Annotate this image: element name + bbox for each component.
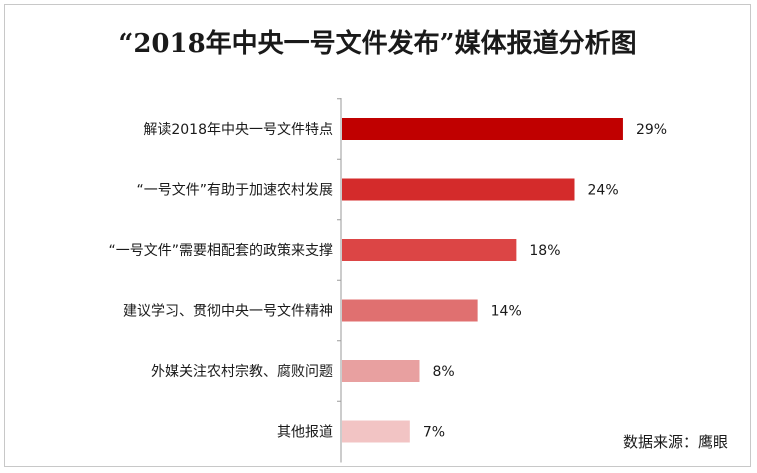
value-label: 29% (636, 122, 667, 138)
category-label: “一号文件”有助于加速农村发展 (136, 183, 333, 199)
bar (342, 118, 623, 140)
category-label: 建议学习、贯彻中央一号文件精神 (123, 304, 333, 320)
bar (342, 178, 575, 201)
category-label: 外媒关注农村宗教、腐败问题 (151, 363, 333, 380)
bar (342, 420, 410, 443)
chart-title: “2018年中央一号文件发布”媒体报道分析图 (118, 29, 637, 59)
bar-chart: 解读2018年中央一号文件特点 29% “一号文件”有助于加速农村发展 24% “一号文… (108, 98, 667, 463)
bar (342, 239, 517, 261)
bars-group: 解读2018年中央一号文件特点 29% “一号文件”有助于加速农村发展 24% “一号文… (108, 98, 667, 443)
value-label: 8% (433, 364, 455, 380)
chart-frame: “2018年中央一号文件发布”媒体报道分析图 解读2018年中央一号文件特点 29… (4, 4, 751, 467)
category-label: 解读2018年中央一号文件特点 (143, 121, 333, 138)
bar (342, 299, 478, 322)
source-note: 数据来源：鹰眼 (622, 433, 728, 451)
value-label: 18% (529, 243, 560, 259)
category-label: “一号文件”需要相配套的政策来支撑 (108, 242, 333, 259)
value-label: 7% (423, 425, 445, 441)
category-label: 其他报道 (277, 425, 333, 441)
value-label: 24% (588, 183, 619, 199)
value-label: 14% (491, 304, 522, 320)
bar (342, 360, 420, 382)
